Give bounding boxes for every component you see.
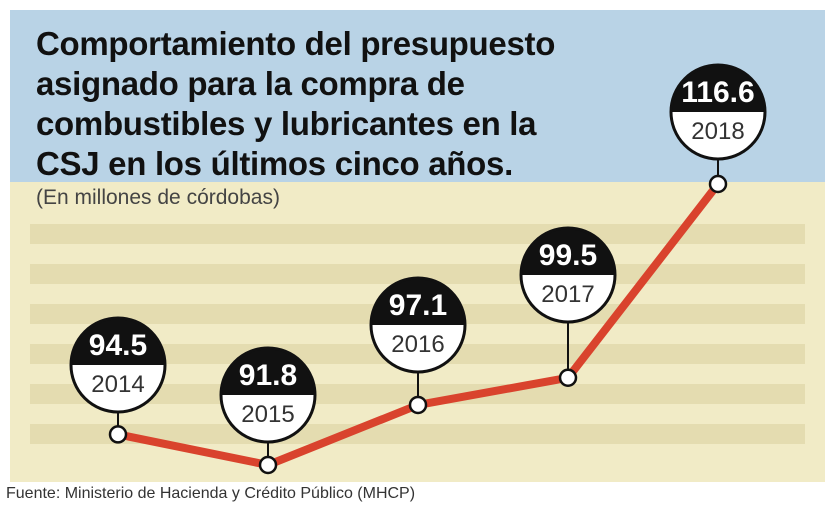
data-label: 91.8 (239, 359, 297, 392)
label-bubble-outline (519, 226, 617, 324)
data-label: 116.6 (681, 76, 754, 109)
data-label: 97.1 (389, 289, 447, 322)
data-point (408, 395, 428, 415)
label-bubble-outline (219, 346, 317, 444)
label-bubble-outline (369, 276, 467, 374)
infographic-frame: Comportamiento del presupuesto asignado … (10, 10, 825, 482)
year-label: 2014 (91, 371, 144, 398)
data-point (108, 425, 128, 444)
data-label: 99.5 (539, 239, 597, 272)
line-chart: 94.5 2014 91.8 2015 97.1 2016 99.5 2017 116.6 201… (30, 63, 805, 475)
chart-title: Comportamiento del presupuesto asignado … (36, 25, 556, 182)
year-label: 2016 (391, 331, 444, 358)
label-bubble-outline (669, 63, 767, 161)
label-bubble-outline (69, 316, 167, 414)
source-note: Fuente: Ministerio de Hacienda y Crédito… (6, 485, 416, 502)
label-bubble-top (371, 278, 465, 325)
data-point (708, 174, 728, 194)
label-bubble-top (671, 65, 765, 112)
year-label: 2018 (691, 118, 744, 145)
year-label: 2015 (241, 401, 294, 428)
data-point (258, 455, 278, 475)
chart-subtitle: (En millones de córdobas) (36, 186, 280, 209)
label-bubble-top (521, 228, 615, 275)
background-stripe (30, 424, 805, 444)
year-label: 2017 (541, 281, 594, 308)
data-point (558, 368, 578, 388)
label-bubble-top (221, 348, 315, 395)
background-stripe (30, 224, 805, 244)
data-label: 94.5 (89, 329, 147, 362)
label-bubble-top (71, 318, 165, 365)
